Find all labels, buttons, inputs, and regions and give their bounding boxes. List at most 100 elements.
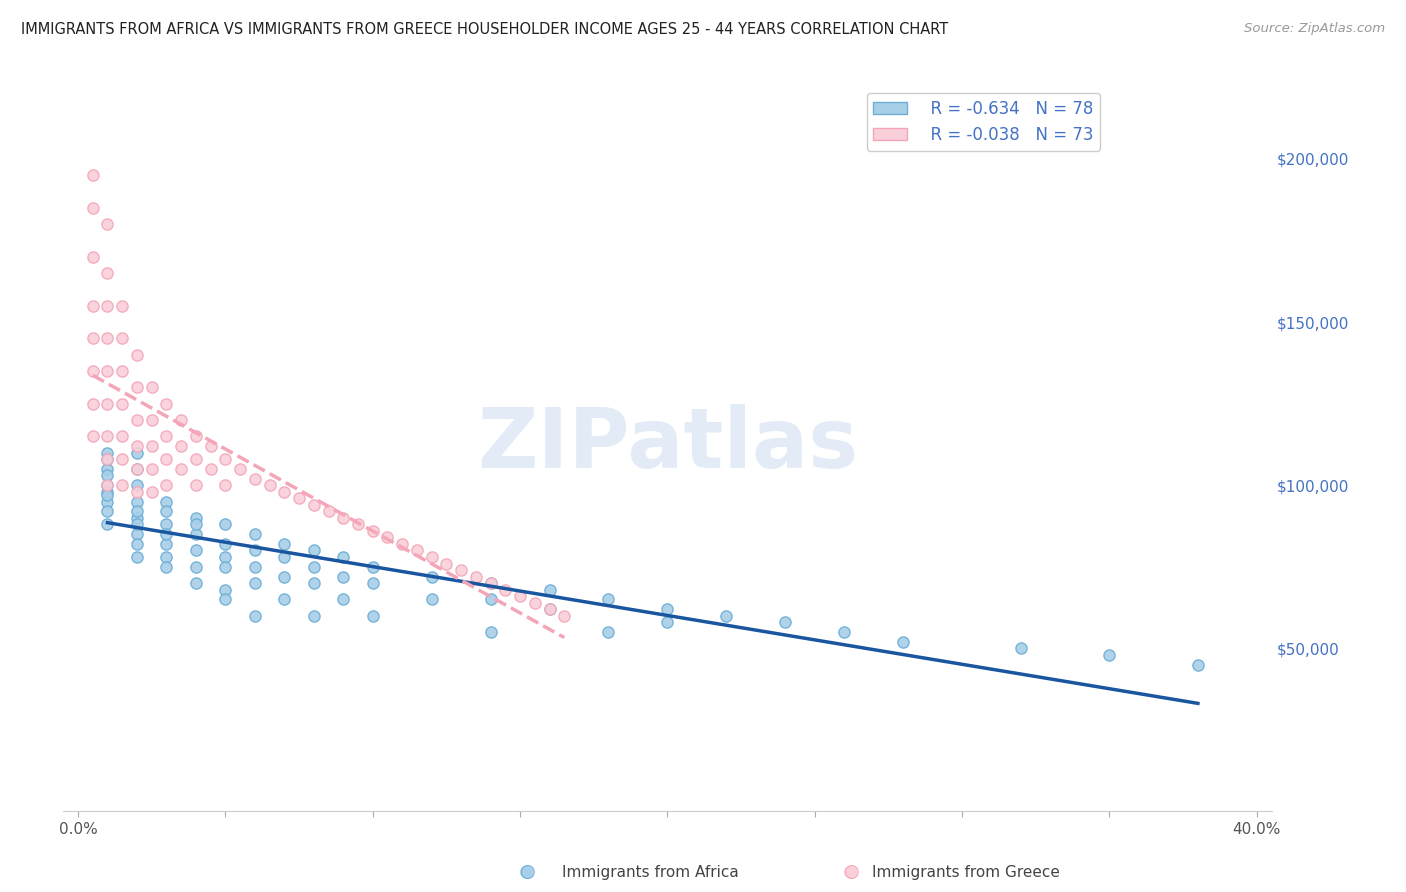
Point [450,563,472,577]
Point [125,413,148,427]
Point [96,266,118,280]
Point [111,452,134,467]
Point [361,524,384,538]
Point [155,478,177,492]
Text: IMMIGRANTS FROM AFRICA VS IMMIGRANTS FROM GREECE HOUSEHOLDER INCOME AGES 25 - 44: IMMIGRANTS FROM AFRICA VS IMMIGRANTS FRO… [21,22,948,37]
Point [318,504,340,518]
Point [598,592,620,607]
Point [891,635,914,649]
Point [347,517,370,532]
Point [434,557,457,571]
Point [214,537,236,551]
Point [96,397,118,411]
Point [214,517,236,532]
Point [775,615,797,630]
Point [82,331,104,345]
Point [229,462,252,476]
Point [96,478,118,492]
Point [184,543,207,558]
Point [716,608,738,623]
Point [82,299,104,313]
Point [125,517,148,532]
Point [479,576,502,591]
Point [361,576,384,591]
Point [657,602,679,616]
Point [141,413,163,427]
Point [243,608,266,623]
Point [155,549,177,564]
Point [82,169,104,183]
Point [406,543,429,558]
Point [832,625,855,640]
Point [273,537,295,551]
Point [125,504,148,518]
Point [273,549,295,564]
Point [96,429,118,443]
Point [200,439,222,453]
Text: Immigrants from Greece: Immigrants from Greece [872,865,1060,880]
Point [141,439,163,453]
Legend:   R = -0.634   N = 78,   R = -0.038   N = 73: R = -0.634 N = 78, R = -0.038 N = 73 [866,93,1099,151]
Point [184,452,207,467]
Point [259,478,281,492]
Point [538,582,561,597]
Point [125,462,148,476]
Point [155,452,177,467]
Point [96,468,118,483]
Point [479,576,502,591]
Text: ○: ○ [519,863,536,881]
Point [184,511,207,525]
Point [657,615,679,630]
Text: Immigrants from Africa: Immigrants from Africa [562,865,740,880]
Point [184,517,207,532]
Point [96,517,118,532]
Point [598,625,620,640]
Point [1010,641,1032,656]
Point [170,413,193,427]
Point [420,569,443,583]
Point [273,592,295,607]
Point [302,498,325,512]
Point [155,527,177,541]
Point [96,488,118,502]
Point [125,348,148,362]
Point [391,537,413,551]
Point [96,299,118,313]
Point [111,397,134,411]
Point [184,576,207,591]
Point [125,439,148,453]
Point [1098,648,1121,662]
Point [214,478,236,492]
Point [332,549,354,564]
Point [332,511,354,525]
Point [111,331,134,345]
Point [125,484,148,499]
Text: ●: ● [842,863,859,881]
Point [523,596,546,610]
Point [155,559,177,574]
Point [96,478,118,492]
Point [96,445,118,459]
Point [96,452,118,467]
Point [200,462,222,476]
Point [243,559,266,574]
Point [111,478,134,492]
Point [538,602,561,616]
Point [170,439,193,453]
Point [125,549,148,564]
Point [170,462,193,476]
Point [96,452,118,467]
Point [125,478,148,492]
Text: ZIPatlas: ZIPatlas [477,404,858,485]
Point [288,491,311,506]
Point [243,527,266,541]
Point [494,582,516,597]
Point [184,429,207,443]
Point [155,494,177,508]
Point [214,592,236,607]
Point [479,592,502,607]
Point [96,331,118,345]
Point [125,537,148,551]
Point [125,380,148,394]
Point [111,429,134,443]
